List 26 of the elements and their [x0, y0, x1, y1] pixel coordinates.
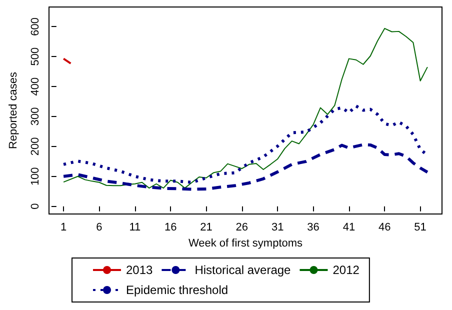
y-axis-title: Reported cases [8, 71, 20, 150]
legend-label: Historical average [194, 263, 292, 277]
x-tick-label: 26 [236, 222, 248, 234]
y-tick-label: 600 [30, 17, 42, 36]
x-tick-label: 46 [378, 222, 391, 234]
x-tick-label: 41 [342, 222, 356, 234]
legend-label: 2012 [332, 263, 360, 277]
y-tick-label: 300 [30, 107, 42, 126]
x-tick-label: 16 [164, 222, 177, 234]
x-tick-label: 36 [307, 222, 320, 234]
x-tick-label: 31 [271, 222, 284, 234]
legend-label: Epidemic threshold [126, 283, 228, 297]
x-axis-title: Week of first symptoms [188, 238, 304, 250]
x-tick-label: 11 [129, 222, 141, 234]
y-tick-label: 500 [30, 47, 42, 66]
x-tick-label: 51 [414, 222, 426, 234]
y-tick-label: 0 [30, 203, 42, 210]
x-tick-label: 6 [96, 222, 102, 234]
line-series [62, 143, 429, 191]
y-tick-label: 400 [30, 77, 42, 96]
y-tick-label: 100 [30, 167, 42, 186]
x-tick-label: 21 [200, 222, 212, 234]
x-tick-label: 1 [60, 222, 67, 234]
y-tick-label: 200 [30, 137, 42, 156]
legend-label: 2013 [126, 263, 154, 277]
line-series [63, 28, 428, 189]
